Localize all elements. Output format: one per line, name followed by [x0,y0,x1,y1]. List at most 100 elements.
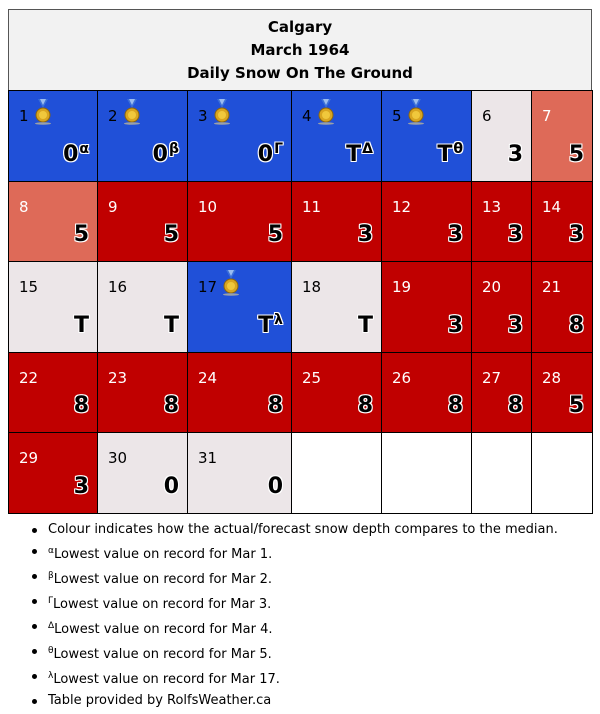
note-item: λLowest value on record for Mar 17. [8,668,592,688]
day-cell: 24 8 [187,352,292,433]
record-mark: λ [274,312,283,328]
snow-depth-value: Tθ [437,141,463,167]
day-cell: 25 8 [291,352,382,433]
snow-depth-value: 8 [568,313,584,338]
snow-depth-value: TΔ [346,141,373,167]
day-number: 8 [19,198,29,216]
snow-depth-value: 0Γ [257,141,283,167]
note-item: ΔLowest value on record for Mar 4. [8,618,592,638]
empty-cell [471,432,532,514]
day-number: 21 [542,278,562,296]
snow-depth-value: 3 [568,222,584,247]
note-text: Lowest value on record for Mar 4. [54,622,273,637]
day-number: 2 [108,107,118,125]
day-cell: 4 TΔ [291,90,382,182]
note-mark: λ [48,671,54,681]
day-number: 3 [198,107,208,125]
day-number: 12 [392,198,412,216]
day-number: 20 [482,278,502,296]
day-number: 1 [19,107,29,125]
day-number: 15 [19,278,39,296]
snow-depth-value: 8 [507,393,523,418]
day-cell: 3 0Γ [187,90,292,182]
empty-cell [531,432,593,514]
day-cell: 10 5 [187,181,292,262]
snow-depth-value: 0α [63,141,89,167]
snow-depth-value: 5 [267,222,283,247]
day-number: 25 [302,369,322,387]
snow-depth-value: 5 [568,393,584,418]
snow-depth-value: T [357,313,373,338]
record-mark: β [168,141,179,157]
snow-depth-value: 8 [267,393,283,418]
day-cell: 30 0 [97,432,188,514]
day-number: 23 [108,369,128,387]
snow-depth-value: 5 [568,142,584,167]
medal-icon [408,99,424,125]
record-mark: Δ [362,141,373,157]
medal-icon [35,99,51,125]
day-cell: 11 3 [291,181,382,262]
snow-depth-value: 3 [447,222,463,247]
day-number: 16 [108,278,128,296]
bullet-icon [32,574,37,579]
day-cell: 31 0 [187,432,292,514]
note-text: Lowest value on record for Mar 1. [53,547,273,562]
day-number: 26 [392,369,412,387]
day-cell: 21 8 [531,261,593,353]
medal-icon [214,99,230,125]
snow-depth-value: 3 [357,222,373,247]
day-number: 19 [392,278,412,296]
day-number: 4 [302,107,312,125]
medal-icon [223,270,239,296]
snow-depth-value: 8 [163,393,179,418]
note-item: ΓLowest value on record for Mar 3. [8,593,592,613]
note-text: Lowest value on record for Mar 3. [53,597,272,612]
snow-depth-value: 3 [447,313,463,338]
day-cell: 16 T [97,261,188,353]
day-cell: 13 3 [471,181,532,262]
day-cell: 17 Tλ [187,261,292,353]
day-number: 27 [482,369,502,387]
day-number: 24 [198,369,218,387]
snow-depth-value: T [73,313,89,338]
snow-depth-value: 8 [73,393,89,418]
bullet-icon [32,674,37,679]
day-cell: 15 T [8,261,98,353]
day-number: 17 [198,278,218,296]
snow-depth-value: 8 [447,393,463,418]
day-cell: 18 T [291,261,382,353]
day-cell: 28 5 [531,352,593,433]
day-number: 29 [19,449,39,467]
day-number: 28 [542,369,562,387]
day-cell: 26 8 [381,352,472,433]
bullet-icon [32,549,37,554]
day-number: 22 [19,369,39,387]
day-cell: 23 8 [97,352,188,433]
day-number: 7 [542,107,552,125]
note-mark: β [48,571,54,581]
bullet-icon [32,528,37,533]
chart-subtitle: Daily Snow On The Ground [187,63,413,82]
bullet-icon [32,649,37,654]
notes-list: Colour indicates how the actual/forecast… [8,522,592,714]
day-number: 13 [482,198,502,216]
day-cell: 20 3 [471,261,532,353]
day-cell: 29 3 [8,432,98,514]
note-item: Table provided by RolfsWeather.ca [8,693,592,709]
day-cell: 2 0β [97,90,188,182]
day-cell: 1 0α [8,90,98,182]
record-mark: α [79,141,89,157]
record-mark: Γ [274,141,283,157]
day-number: 5 [392,107,402,125]
bullet-icon [32,624,37,629]
day-number: 11 [302,198,322,216]
record-mark: θ [453,141,463,157]
note-mark: α [48,546,54,556]
empty-cell [291,432,382,514]
medal-icon [318,99,334,125]
note-item: θLowest value on record for Mar 5. [8,643,592,663]
